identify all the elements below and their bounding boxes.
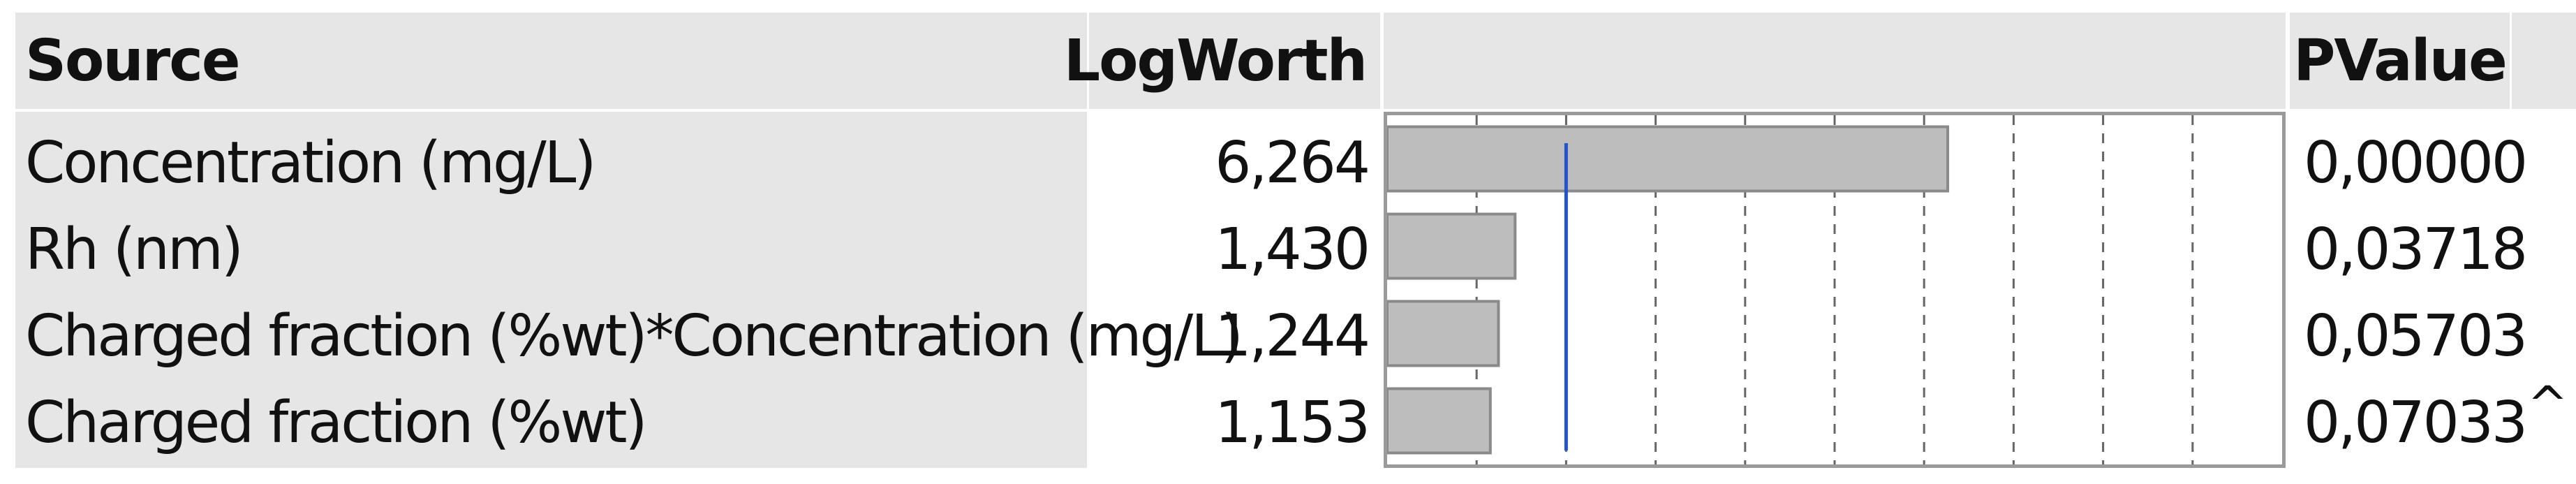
header-pvalue[interactable]: PValue [2290,13,2510,109]
source-cell: Rh (nm) [25,217,244,283]
bar-2 [1387,212,1517,280]
pvalue-cell: 0,00000 [2304,130,2528,196]
pvalue-cell: 0,03718 [2304,217,2528,283]
source-column [15,112,1087,468]
header-plot [1384,13,2286,109]
header-logworth[interactable]: LogWorth [1064,13,1380,109]
chart-canvas [1387,115,2194,464]
header-source[interactable]: Source [15,13,1087,109]
header-logworth-label: LogWorth [1063,27,1368,94]
logworth-bar-chart [1384,112,2286,468]
header-source-label: Source [25,27,240,94]
bar-3 [1387,300,1500,367]
source-cell: Charged fraction (%wt)*Concentration (mg… [25,303,1243,369]
header-flag [2512,13,2576,109]
bar-4 [1387,387,1492,455]
logworth-cell: 1,153 [1215,390,1370,456]
source-cell: Concentration (mg/L) [25,130,596,196]
logworth-cell: 6,264 [1215,130,1370,196]
logworth-cell: 1,244 [1215,303,1370,369]
pvalue-cell: 0,05703 [2304,303,2528,369]
header-pvalue-label: PValue [2293,27,2508,94]
pvalue-cell: 0,07033 [2304,390,2528,456]
logworth-cell: 1,430 [1215,217,1370,283]
bar-1 [1387,125,1950,193]
flag-cell: ^ [2527,376,2568,433]
source-cell: Charged fraction (%wt) [25,390,648,456]
